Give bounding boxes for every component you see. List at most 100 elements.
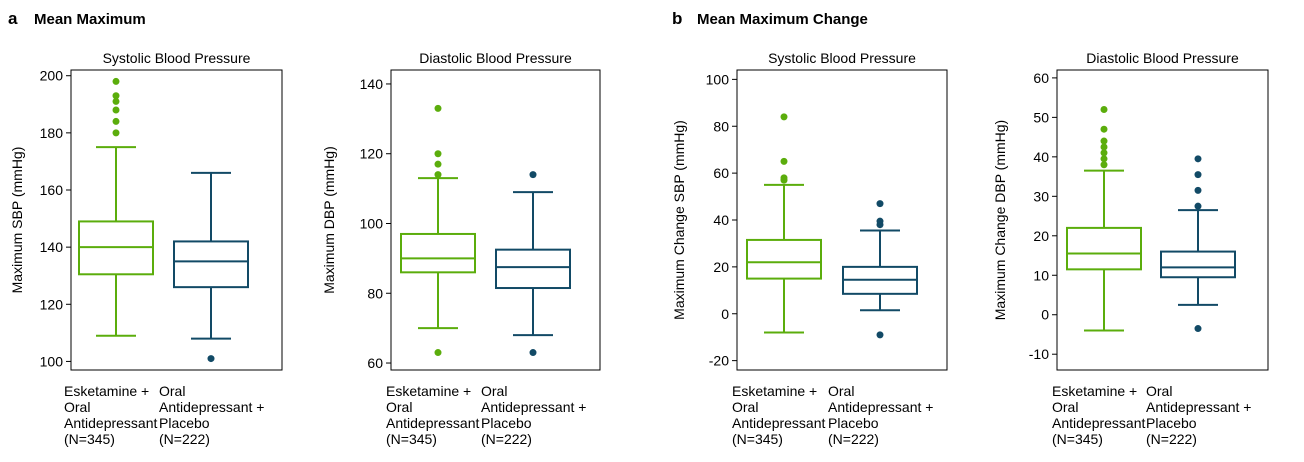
category-label-line: (N=345) xyxy=(64,431,115,447)
box-1 xyxy=(1066,105,1142,332)
chart-panels: Systolic Blood Pressure10012014016018020… xyxy=(9,50,1269,447)
outlier-point xyxy=(529,349,537,357)
outlier-point xyxy=(1100,149,1108,157)
iqr-box xyxy=(400,232,476,274)
category-label-line: Oral xyxy=(828,383,854,399)
outlier-point xyxy=(434,160,442,168)
y-tick-label: -20 xyxy=(709,353,729,369)
category-label-line: Esketamine + xyxy=(732,383,817,399)
y-tick-label: 10 xyxy=(1033,267,1049,283)
category-label-line: Antidepressant + xyxy=(481,399,586,415)
y-tick-label: 140 xyxy=(360,76,384,92)
iqr-box xyxy=(746,238,822,280)
category-label-line: Oral xyxy=(386,399,412,415)
category-label-line: (N=222) xyxy=(1146,431,1197,447)
y-axis-label: Maximum Change SBP (mmHg) xyxy=(671,120,687,320)
chart-panel-3: Systolic Blood Pressure -20 0 20 40 60 80 100 Ma… xyxy=(671,50,948,447)
y-tick-label: 40 xyxy=(1033,149,1049,165)
outlier-point xyxy=(112,117,120,125)
iqr-box xyxy=(495,248,571,290)
outlier-point xyxy=(1194,202,1202,210)
box-2 xyxy=(173,171,249,363)
y-axis-label: Maximum Change DBP (mmHg) xyxy=(992,120,1008,320)
category-label-line: Placebo xyxy=(481,415,532,431)
panel-title: Diastolic Blood Pressure xyxy=(419,50,572,66)
y-tick-label: 50 xyxy=(1033,109,1049,125)
y-tick-label: 120 xyxy=(360,146,384,162)
y-tick-label: 100 xyxy=(360,215,384,231)
outlier-point xyxy=(876,200,884,208)
outlier-point xyxy=(1100,105,1108,113)
outlier-point xyxy=(112,92,120,100)
y-tick-label: 200 xyxy=(40,68,64,84)
category-label-line: (N=345) xyxy=(386,431,437,447)
y-tick-label: 80 xyxy=(367,285,383,301)
category-label-1: Esketamine + Oral Antidepressant (N=345) xyxy=(64,383,158,447)
y-tick-label: 20 xyxy=(1033,228,1049,244)
y-tick-label: 80 xyxy=(713,118,729,134)
outlier-point xyxy=(1100,143,1108,151)
outlier-point xyxy=(434,150,442,158)
plot-frame xyxy=(70,69,283,371)
y-tick-label: 40 xyxy=(713,212,729,228)
panel-title: Systolic Blood Pressure xyxy=(103,50,251,66)
category-label-line: Placebo xyxy=(1146,415,1197,431)
y-tick-label: 60 xyxy=(367,355,383,371)
y-tick-label: 100 xyxy=(706,71,730,87)
y-tick-label: 20 xyxy=(713,259,729,275)
outlier-point xyxy=(1194,171,1202,179)
y-tick-label: 0 xyxy=(721,306,729,322)
outlier-point xyxy=(112,106,120,114)
outlier-point xyxy=(780,113,788,121)
y-tick-label: 60 xyxy=(1033,70,1049,86)
category-label-line: Placebo xyxy=(828,415,879,431)
outlier-point xyxy=(434,171,442,179)
category-label-2: Oral Antidepressant + Placebo (N=222) xyxy=(481,383,586,447)
outlier-point xyxy=(112,77,120,85)
y-tick-label: 100 xyxy=(40,353,64,369)
outlier-point xyxy=(876,217,884,225)
outlier-point xyxy=(1100,137,1108,145)
outlier-point xyxy=(1194,186,1202,194)
outlier-point xyxy=(1100,155,1108,163)
category-label-2: Oral Antidepressant + Placebo (N=222) xyxy=(159,383,264,447)
plot-frame xyxy=(390,69,601,371)
category-label-line: Antidepressant xyxy=(732,415,826,431)
box-2 xyxy=(842,200,918,339)
y-tick-label: 0 xyxy=(1041,307,1049,323)
outlier-point xyxy=(529,171,537,179)
category-label-line: Oral xyxy=(64,399,90,415)
y-tick-label: -10 xyxy=(1029,346,1049,362)
category-label-line: Oral xyxy=(1052,399,1078,415)
category-label-1: Esketamine + Oral Antidepressant (N=345) xyxy=(386,383,480,447)
category-label-1: Esketamine + Oral Antidepressant (N=345) xyxy=(732,383,826,447)
chart-panel-4: Diastolic Blood Pressure -10 0 10 20 30 40 50 60… xyxy=(992,50,1269,447)
category-label-2: Oral Antidepressant + Placebo (N=222) xyxy=(828,383,933,447)
outlier-point xyxy=(780,157,788,165)
outlier-point xyxy=(1194,155,1202,163)
category-label-line: Antidepressant xyxy=(64,415,158,431)
category-label-line: Antidepressant xyxy=(386,415,480,431)
outlier-point xyxy=(112,129,120,137)
y-tick-label: 160 xyxy=(40,182,64,198)
plot-frame xyxy=(736,69,948,371)
y-tick-label: 180 xyxy=(40,125,64,141)
outlier-point xyxy=(1100,125,1108,133)
box-2 xyxy=(495,171,571,357)
panel-title: Diastolic Blood Pressure xyxy=(1086,50,1239,66)
box-1 xyxy=(746,113,822,334)
y-tick-label: 140 xyxy=(40,239,64,255)
category-label-line: Oral xyxy=(732,399,758,415)
outlier-point xyxy=(434,104,442,112)
y-axis-label: Maximum DBP (mmHg) xyxy=(321,146,337,294)
box-1 xyxy=(78,77,154,337)
panel-title: Systolic Blood Pressure xyxy=(768,50,916,66)
outlier-point xyxy=(1100,161,1108,169)
plot-frame xyxy=(1056,69,1269,371)
category-label-line: Esketamine + xyxy=(386,383,471,399)
category-label-line: (N=222) xyxy=(481,431,532,447)
outlier-point xyxy=(207,355,215,363)
category-label-line: Antidepressant + xyxy=(159,399,264,415)
